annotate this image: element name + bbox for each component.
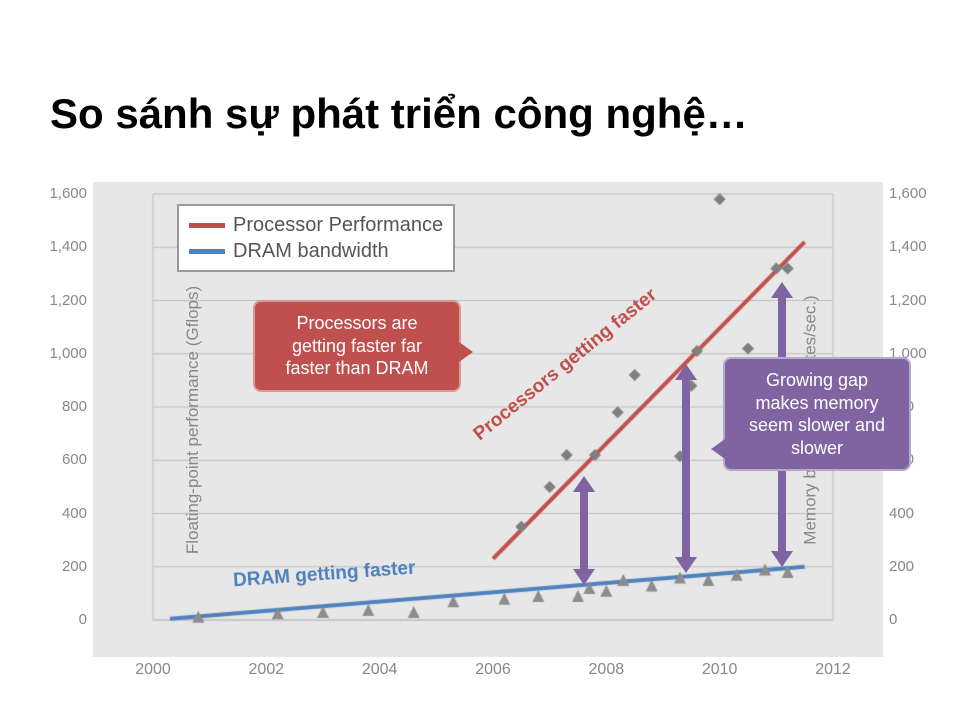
page-title: So sánh sự phát triển công nghệ… [50,90,748,138]
xtick: 2002 [249,657,285,679]
xtick: 2000 [135,657,171,679]
xtick: 2010 [702,657,738,679]
legend: Processor Performance DRAM bandwidth [177,204,455,272]
ytick-right: 1,200 [883,292,939,309]
ytick-right: 400 [883,505,939,522]
ytick-left: 1,200 [37,292,93,309]
legend-swatch-processor [189,223,225,228]
xtick: 2008 [589,657,625,679]
ytick-left: 400 [37,505,93,522]
legend-item-processor: Processor Performance [189,212,443,238]
proc-callout: Processors are getting faster far faster… [253,300,461,392]
ytick-left: 1,400 [37,238,93,255]
legend-label: Processor Performance [233,212,443,238]
gap-arrow [675,364,697,573]
ytick-right: 200 [883,558,939,575]
ytick-right: 1,400 [883,238,939,255]
xtick: 2006 [475,657,511,679]
legend-item-dram: DRAM bandwidth [189,238,443,264]
legend-label: DRAM bandwidth [233,238,389,264]
gap-callout: Growing gap makes memory seem slower and… [723,357,911,471]
ytick-left: 600 [37,451,93,468]
slide: So sánh sự phát triển công nghệ… Floatin… [0,0,960,720]
ytick-right: 0 [883,611,939,628]
ytick-right: 1,600 [883,185,939,202]
chart: Floating-point performance (Gflops) Memo… [93,182,883,657]
ytick-left: 200 [37,558,93,575]
ytick-left: 0 [37,611,93,628]
ytick-left: 1,600 [37,185,93,202]
gap-arrow [573,476,595,585]
ytick-left: 800 [37,398,93,415]
xtick: 2004 [362,657,398,679]
ytick-left: 1,000 [37,345,93,362]
y-axis-label-left: Floating-point performance (Gflops) [183,285,203,553]
xtick: 2012 [815,657,851,679]
legend-swatch-dram [189,249,225,254]
